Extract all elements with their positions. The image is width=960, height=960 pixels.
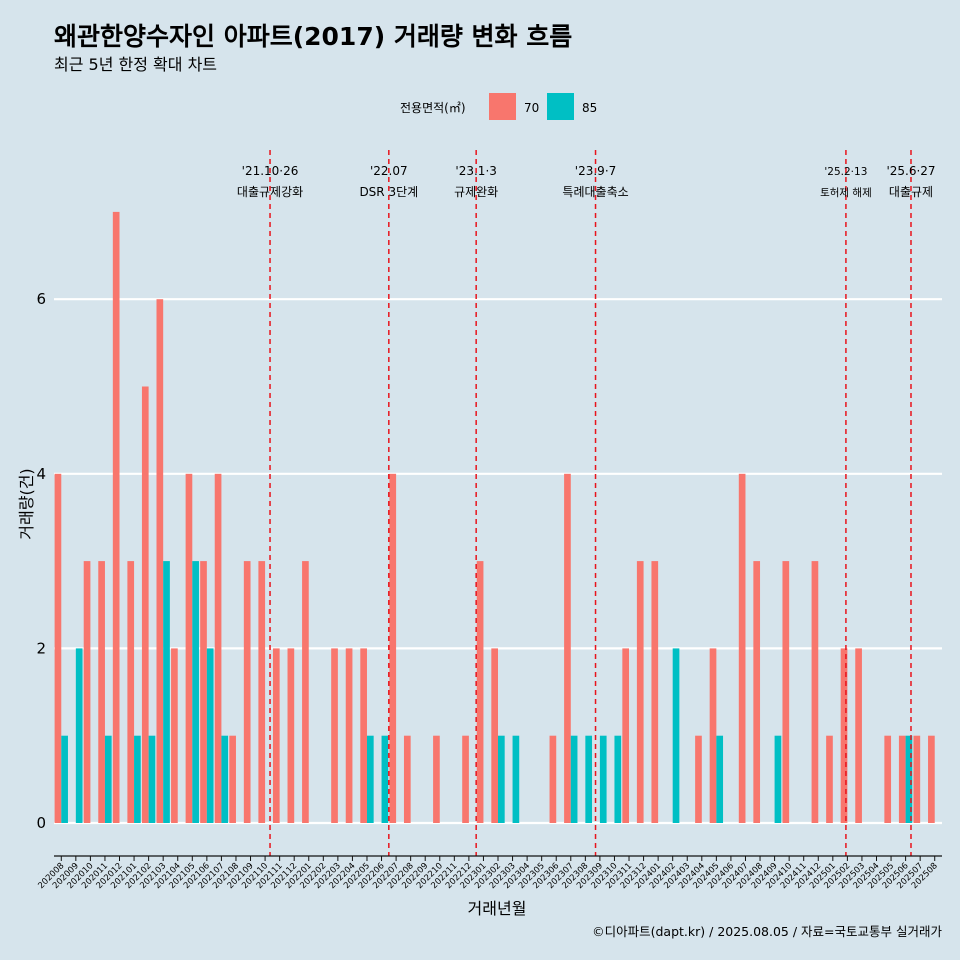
bar-85-202302 [498, 735, 505, 823]
bar-70-202404 [695, 735, 702, 823]
bar-70-202506 [898, 735, 906, 823]
bar-70-202011 [98, 561, 105, 823]
legend-label-85: 85 [582, 101, 597, 115]
y-axis-title: 거래량(건) [17, 468, 36, 539]
bar-70-202111 [272, 648, 280, 823]
bar-85-202409 [774, 735, 782, 823]
event-label: 토허제 해제 [820, 186, 872, 199]
bar-70-202112 [287, 648, 295, 823]
bar-70-202207 [389, 473, 397, 823]
legend: 전용면적(㎡) 70 85 [400, 93, 597, 120]
y-tick-label: 0 [36, 814, 46, 832]
bar-85-202308 [585, 735, 593, 823]
bar-70-202101 [127, 561, 135, 823]
event-date: '21.10·26 [242, 164, 299, 178]
bar-70-202302 [491, 648, 498, 823]
bar-85-202303 [512, 735, 520, 823]
bar-70-202307 [564, 473, 571, 823]
bar-70-202410 [782, 561, 790, 823]
bar-70-202109 [243, 561, 251, 823]
bar-70-202204 [345, 648, 353, 823]
event-date: '23.1·3 [455, 164, 496, 178]
legend-key-85 [547, 93, 574, 120]
bar-70-202503 [855, 648, 862, 823]
bar-70-202212 [462, 735, 469, 823]
bar-85-202107 [221, 735, 229, 823]
y-tick-label: 2 [36, 639, 46, 657]
y-tick-label: 6 [36, 290, 46, 308]
event-label: 대출규제강화 [237, 185, 303, 199]
bar-70-202312 [636, 561, 644, 823]
bar-70-202107 [214, 473, 222, 823]
y-tick-label: 4 [36, 465, 46, 483]
bar-85-202008 [61, 735, 68, 823]
bar-70-202306 [549, 735, 557, 823]
bar-70-202208 [403, 735, 411, 823]
bar-70-202508 [928, 735, 935, 823]
bar-70-202010 [83, 561, 91, 823]
bar-70-202507 [913, 735, 921, 823]
bar-85-202106 [206, 648, 214, 823]
bar-70-202108 [229, 735, 236, 823]
bar-70-202102 [141, 386, 149, 823]
y-axis-ticks: 0 2 4 6 [36, 290, 46, 832]
bar-70-202505 [884, 735, 892, 823]
bar-70-202408 [753, 561, 761, 823]
bar-85-202307 [570, 735, 578, 823]
chart-title: 왜관한양수자인 아파트(2017) 거래량 변화 흐름 [54, 22, 572, 51]
event-date: '23.9·7 [575, 164, 616, 178]
bar-85-202402 [672, 648, 680, 823]
bar-70-202311 [622, 648, 630, 823]
bar-85-202206 [381, 735, 389, 823]
bar-70-202012 [112, 211, 120, 823]
bar-85-202506 [905, 735, 913, 823]
bar-70-202110 [258, 561, 266, 823]
bar-70-202008 [54, 473, 62, 823]
bar-85-202405 [716, 735, 724, 823]
bar-70-202401 [651, 561, 659, 823]
bar-85-202309 [599, 735, 607, 823]
bar-70-202205 [360, 648, 367, 823]
event-date: '22.07 [370, 164, 408, 178]
bar-70-202106 [200, 561, 207, 823]
bar-70-202407 [738, 473, 746, 823]
bar-70-202301 [476, 561, 484, 823]
bar-70-202502 [840, 648, 848, 823]
event-label: 특례대출축소 [562, 185, 628, 199]
bar-70-202210 [433, 735, 440, 823]
bar-85-202103 [163, 561, 170, 823]
event-label: 규제완화 [454, 185, 498, 199]
bar-70-202201 [302, 561, 309, 823]
bar-70-202203 [331, 648, 338, 823]
bars [54, 211, 935, 823]
bar-85-202011 [104, 735, 112, 823]
bar-85-202310 [614, 735, 622, 823]
policy-events: '21.10·26 대출규제강화 '22.07 DSR 3단계 '23.1·3 규제완화 '… [237, 150, 936, 856]
legend-label-70: 70 [524, 101, 539, 115]
event-date: '25.6·27 [886, 164, 935, 178]
event-label: DSR 3단계 [359, 185, 418, 199]
legend-key-70 [489, 93, 516, 120]
x-axis-title: 거래년월 [468, 899, 527, 918]
legend-title: 전용면적(㎡) [400, 101, 466, 115]
bar-70-202405 [709, 648, 717, 823]
bar-70-202412 [811, 561, 819, 823]
bar-85-202009 [75, 648, 83, 823]
bar-70-202104 [171, 648, 178, 823]
bar-85-202101 [134, 735, 141, 823]
bar-70-202103 [156, 299, 164, 823]
bar-85-202105 [192, 561, 199, 823]
caption: ©디아파트(dapt.kr) / 2025.08.05 / 자료=국토교통부 실… [592, 924, 942, 939]
bar-85-202102 [148, 735, 156, 823]
x-axis: 2020082020092020102020112020122021012021… [36, 855, 942, 891]
bar-70-202501 [826, 735, 833, 823]
bar-85-202205 [366, 735, 374, 823]
bar-70-202105 [185, 473, 193, 823]
event-label: 대출규제 [889, 185, 933, 199]
chart-subtitle: 최근 5년 한정 확대 차트 [54, 55, 217, 74]
event-date: '25.2·13 [824, 166, 867, 178]
